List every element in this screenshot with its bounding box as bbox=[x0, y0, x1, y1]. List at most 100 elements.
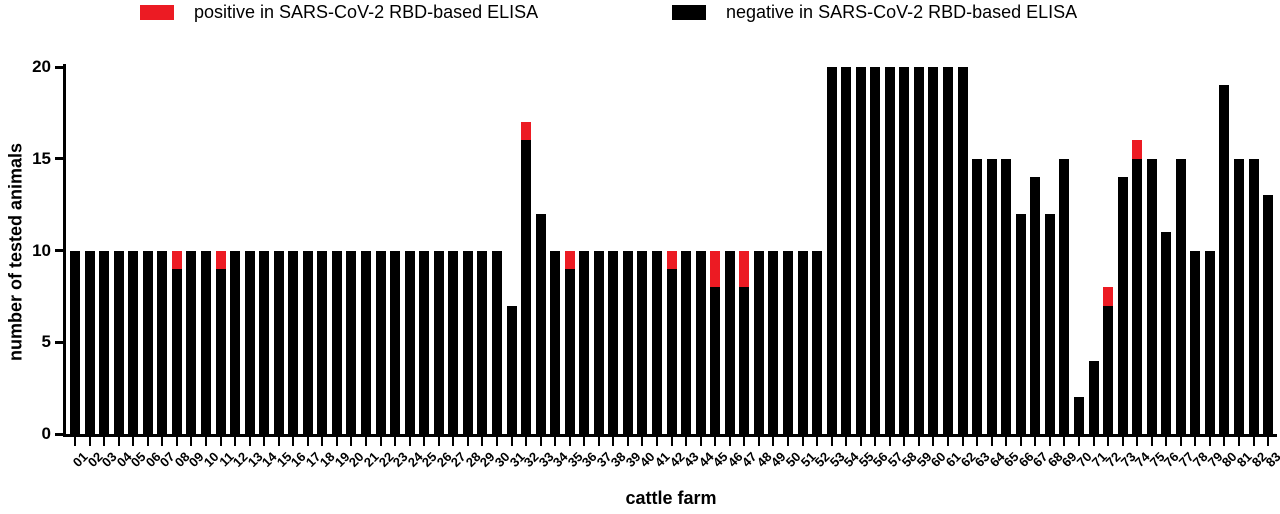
x-tick-mark bbox=[714, 437, 717, 446]
bar-negative-farm-08 bbox=[171, 268, 182, 434]
bar-negative-farm-12 bbox=[230, 250, 241, 434]
y-tick-label: 5 bbox=[41, 332, 51, 352]
bar-negative-farm-70 bbox=[1073, 397, 1084, 434]
bar-positive-farm-08 bbox=[171, 250, 182, 269]
bar-negative-farm-75 bbox=[1146, 158, 1157, 434]
bar-negative-farm-69 bbox=[1059, 158, 1070, 434]
bar-negative-farm-33 bbox=[535, 213, 546, 434]
bar-negative-farm-38 bbox=[608, 250, 619, 434]
x-tick-mark bbox=[568, 437, 571, 446]
x-tick-mark bbox=[728, 437, 731, 446]
legend-label-negative: negative in SARS-CoV-2 RBD-based ELISA bbox=[726, 2, 1078, 22]
x-tick-mark bbox=[103, 437, 106, 446]
x-tick-mark bbox=[1194, 437, 1197, 446]
bar-negative-farm-77 bbox=[1175, 158, 1186, 434]
x-tick-mark bbox=[641, 437, 644, 446]
bar-negative-farm-62 bbox=[957, 67, 968, 434]
x-tick-mark bbox=[859, 437, 862, 446]
bar-negative-farm-55 bbox=[855, 67, 866, 434]
x-tick-mark bbox=[990, 437, 993, 446]
x-tick-mark bbox=[1121, 437, 1124, 446]
bar-negative-farm-60 bbox=[928, 67, 939, 434]
x-tick-mark bbox=[699, 437, 702, 446]
bar-negative-farm-42 bbox=[666, 268, 677, 434]
bar-negative-farm-25 bbox=[419, 250, 430, 434]
bar-negative-farm-61 bbox=[943, 67, 953, 434]
bar-negative-farm-32 bbox=[521, 140, 532, 434]
bar-negative-farm-22 bbox=[375, 250, 386, 434]
x-tick-mark bbox=[423, 437, 426, 446]
bar-negative-farm-40 bbox=[637, 250, 648, 434]
bar-negative-farm-82 bbox=[1248, 158, 1259, 434]
x-tick-mark bbox=[917, 437, 920, 446]
bar-negative-farm-50 bbox=[782, 250, 793, 434]
bar-negative-farm-45 bbox=[710, 287, 721, 434]
bar-negative-farm-80 bbox=[1219, 85, 1230, 434]
x-tick-mark bbox=[1179, 437, 1182, 446]
x-tick-mark bbox=[626, 437, 629, 446]
legend-item-negative: negative in SARS-CoV-2 RBD-based ELISA bbox=[672, 2, 1077, 22]
x-tick-mark bbox=[757, 437, 760, 446]
x-tick-mark bbox=[263, 437, 266, 446]
bar-negative-farm-07 bbox=[157, 250, 168, 434]
x-tick-mark bbox=[1238, 437, 1240, 446]
x-tick-mark bbox=[685, 437, 688, 446]
x-tick-mark bbox=[466, 437, 469, 446]
bar-negative-farm-05 bbox=[128, 250, 139, 434]
x-tick-mark bbox=[743, 437, 746, 446]
x-tick-mark bbox=[932, 437, 935, 446]
bar-negative-farm-47 bbox=[739, 287, 750, 434]
x-tick-mark bbox=[874, 437, 877, 446]
x-tick-mark bbox=[888, 437, 891, 446]
bar-negative-farm-15 bbox=[273, 250, 284, 434]
y-tick-label: 20 bbox=[32, 57, 51, 76]
x-tick-mark bbox=[525, 437, 528, 446]
y-tick-label: 0 bbox=[41, 424, 51, 443]
x-tick-mark bbox=[74, 437, 76, 446]
bar-negative-farm-21 bbox=[361, 250, 371, 434]
x-tick-mark bbox=[219, 437, 222, 446]
bar-negative-farm-02 bbox=[84, 250, 95, 434]
bar-negative-farm-81 bbox=[1234, 158, 1244, 434]
x-tick-mark bbox=[583, 437, 586, 446]
x-tick-mark bbox=[1034, 437, 1037, 446]
bar-negative-farm-39 bbox=[622, 250, 633, 434]
x-axis-baseline bbox=[63, 434, 1277, 437]
bar-negative-farm-35 bbox=[564, 268, 575, 434]
x-tick-mark bbox=[786, 437, 789, 446]
x-tick-mark bbox=[903, 437, 906, 446]
x-tick-mark bbox=[1063, 437, 1066, 446]
x-tick-mark bbox=[656, 437, 658, 446]
bar-negative-farm-09 bbox=[186, 250, 197, 434]
bar-negative-farm-03 bbox=[99, 250, 110, 434]
bar-negative-farm-78 bbox=[1190, 250, 1201, 434]
bar-negative-farm-58 bbox=[899, 67, 910, 434]
x-tick-mark bbox=[117, 437, 120, 446]
bar-negative-farm-01 bbox=[70, 250, 80, 434]
bar-negative-farm-53 bbox=[826, 67, 837, 434]
bar-negative-farm-56 bbox=[870, 67, 881, 434]
bar-positive-farm-11 bbox=[215, 250, 226, 269]
bar-negative-farm-24 bbox=[404, 250, 415, 434]
bar-negative-farm-34 bbox=[550, 250, 561, 434]
bar-negative-farm-43 bbox=[681, 250, 692, 434]
bar-negative-farm-23 bbox=[390, 250, 401, 434]
x-tick-mark bbox=[816, 437, 819, 446]
bar-positive-farm-47 bbox=[739, 250, 750, 288]
bar-negative-farm-14 bbox=[259, 250, 270, 434]
x-tick-mark bbox=[1150, 437, 1153, 446]
bar-negative-farm-36 bbox=[579, 250, 590, 434]
bar-negative-farm-57 bbox=[884, 67, 895, 434]
x-tick-mark bbox=[437, 437, 440, 446]
y-tick-label: 10 bbox=[32, 240, 51, 260]
bar-negative-farm-49 bbox=[768, 250, 779, 434]
y-tick-mark bbox=[55, 65, 64, 69]
bar-negative-farm-83 bbox=[1263, 195, 1274, 434]
bar-negative-farm-51 bbox=[797, 250, 808, 434]
y-tick-mark bbox=[55, 340, 64, 344]
x-tick-mark bbox=[204, 437, 207, 446]
bar-negative-farm-27 bbox=[448, 250, 459, 434]
y-tick-label: 15 bbox=[32, 148, 51, 168]
x-tick-mark bbox=[1223, 437, 1226, 446]
bar-negative-farm-54 bbox=[841, 67, 852, 434]
